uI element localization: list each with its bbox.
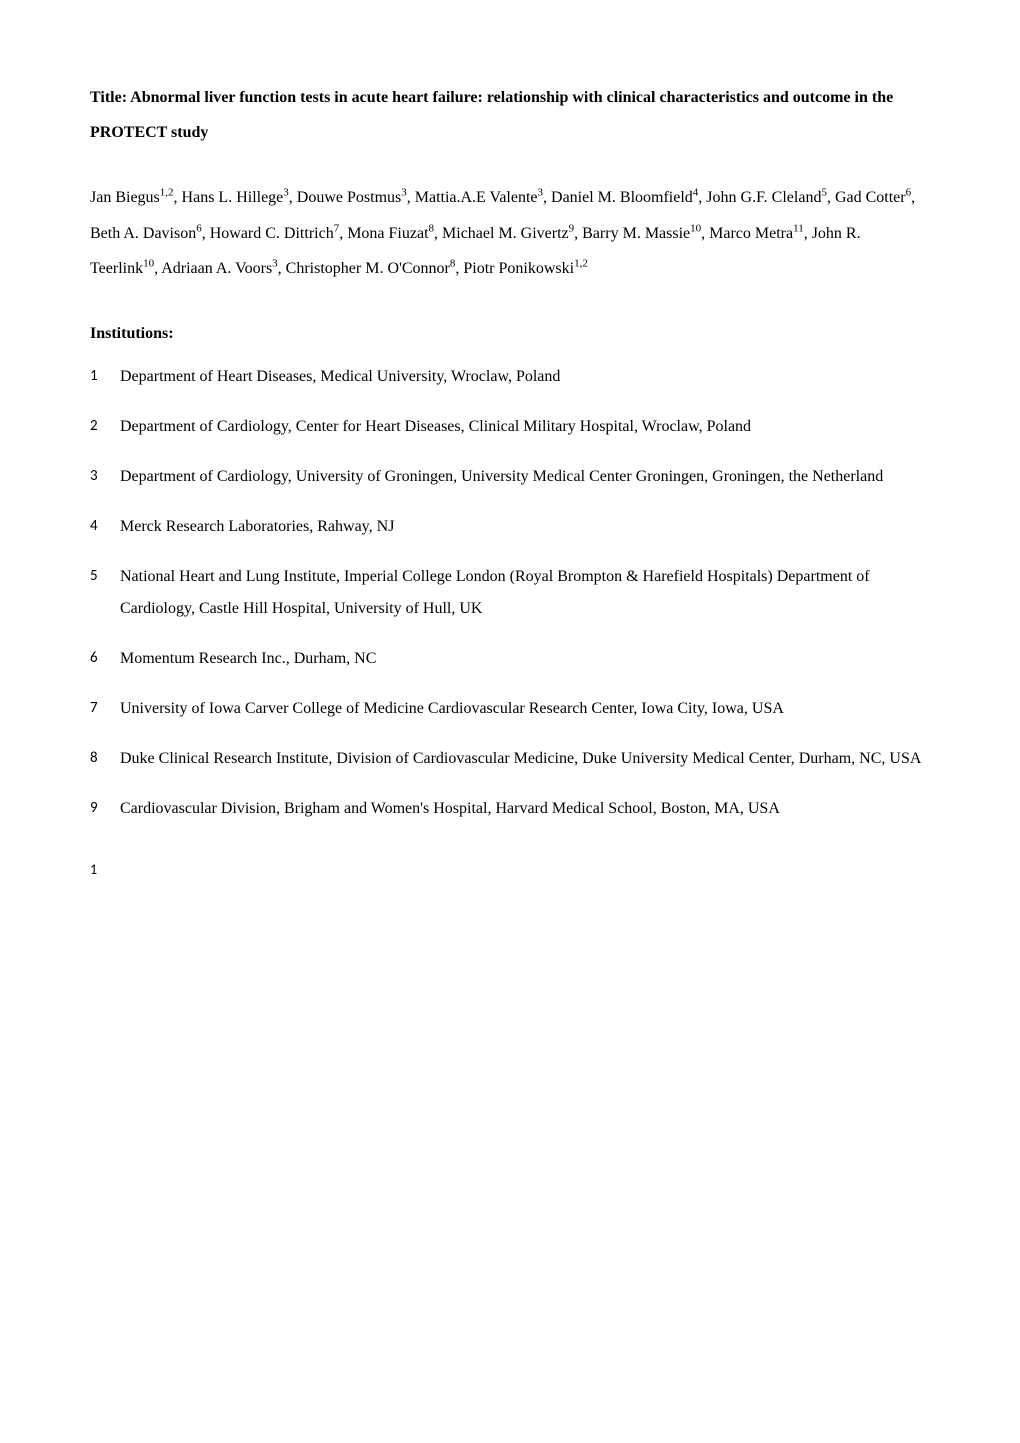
author-affiliation: 6 bbox=[906, 187, 912, 199]
author-affiliation: 9 bbox=[569, 222, 575, 234]
institution-text: Cardiovascular Division, Brigham and Wom… bbox=[120, 793, 930, 825]
institution-item: 5 National Heart and Lung Institute, Imp… bbox=[90, 561, 930, 625]
institution-text: Department of Cardiology, Center for Hea… bbox=[120, 411, 930, 443]
author-name: Piotr Ponikowski bbox=[463, 260, 574, 277]
author-affiliation: 8 bbox=[429, 222, 435, 234]
author-name: Gad Cotter bbox=[835, 189, 906, 206]
author-affiliation: 8 bbox=[450, 257, 456, 269]
institution-item: 4 Merck Research Laboratories, Rahway, N… bbox=[90, 511, 930, 543]
author-affiliation: 1,2 bbox=[574, 257, 588, 269]
authors-block: Jan Biegus1,2, Hans L. Hillege3, Douwe P… bbox=[90, 180, 930, 286]
institutions-list: 1 Department of Heart Diseases, Medical … bbox=[90, 361, 930, 825]
author-name: Mattia.A.E Valente bbox=[415, 189, 538, 206]
author-affiliation: 3 bbox=[283, 187, 289, 199]
institution-text: University of Iowa Carver College of Med… bbox=[120, 693, 930, 725]
author-affiliation: 6 bbox=[196, 222, 202, 234]
institution-item: 9 Cardiovascular Division, Brigham and W… bbox=[90, 793, 930, 825]
author-affiliation: 10 bbox=[143, 257, 154, 269]
institution-number: 7 bbox=[90, 693, 120, 723]
author-affiliation: 3 bbox=[538, 187, 544, 199]
author-name: Hans L. Hillege bbox=[182, 189, 284, 206]
institution-item: 6 Momentum Research Inc., Durham, NC bbox=[90, 643, 930, 675]
author-affiliation: 7 bbox=[334, 222, 340, 234]
author-name: Jan Biegus bbox=[90, 189, 160, 206]
institution-number: 5 bbox=[90, 561, 120, 591]
institution-text: Department of Heart Diseases, Medical Un… bbox=[120, 361, 930, 393]
author-affiliation: 1,2 bbox=[160, 187, 174, 199]
institution-item: 7 University of Iowa Carver College of M… bbox=[90, 693, 930, 725]
institution-number: 1 bbox=[90, 361, 120, 391]
institution-number: 4 bbox=[90, 511, 120, 541]
institution-text: National Heart and Lung Institute, Imper… bbox=[120, 561, 930, 625]
institution-number: 2 bbox=[90, 411, 120, 441]
author-affiliation: 11 bbox=[793, 222, 804, 234]
institution-number: 6 bbox=[90, 643, 120, 673]
author-name: Douwe Postmus bbox=[297, 189, 401, 206]
author-name: Marco Metra bbox=[709, 225, 793, 242]
author-affiliation: 5 bbox=[821, 187, 827, 199]
institution-text: Department of Cardiology, University of … bbox=[120, 461, 930, 493]
institutions-heading: Institutions: bbox=[90, 316, 930, 351]
title-prefix: Title: bbox=[90, 89, 130, 106]
institution-item: 2 Department of Cardiology, Center for H… bbox=[90, 411, 930, 443]
institution-number: 3 bbox=[90, 461, 120, 491]
institution-item: 8 Duke Clinical Research Institute, Divi… bbox=[90, 743, 930, 775]
author-affiliation: 10 bbox=[690, 222, 701, 234]
institution-item: 1 Department of Heart Diseases, Medical … bbox=[90, 361, 930, 393]
title-text: Abnormal liver function tests in acute h… bbox=[90, 89, 893, 141]
institution-text: Merck Research Laboratories, Rahway, NJ bbox=[120, 511, 930, 543]
author-affiliation: 3 bbox=[272, 257, 278, 269]
author-name: Adriaan A. Voors bbox=[161, 260, 272, 277]
author-affiliation: 3 bbox=[401, 187, 407, 199]
author-name: Michael M. Givertz bbox=[442, 225, 569, 242]
author-name: John G.F. Cleland bbox=[706, 189, 821, 206]
page-number: 1 bbox=[90, 855, 930, 886]
institution-text: Momentum Research Inc., Durham, NC bbox=[120, 643, 930, 675]
institution-item: 3 Department of Cardiology, University o… bbox=[90, 461, 930, 493]
author-name: Howard C. Dittrich bbox=[210, 225, 334, 242]
author-name: Barry M. Massie bbox=[582, 225, 690, 242]
author-name: Christopher M. O'Connor bbox=[286, 260, 450, 277]
author-name: Beth A. Davison bbox=[90, 225, 196, 242]
author-affiliation: 4 bbox=[693, 187, 699, 199]
institution-number: 9 bbox=[90, 793, 120, 823]
document-title: Title: Abnormal liver function tests in … bbox=[90, 80, 930, 150]
institution-number: 8 bbox=[90, 743, 120, 773]
author-name: Daniel M. Bloomfield bbox=[551, 189, 693, 206]
institution-text: Duke Clinical Research Institute, Divisi… bbox=[120, 743, 930, 775]
author-name: Mona Fiuzat bbox=[347, 225, 428, 242]
